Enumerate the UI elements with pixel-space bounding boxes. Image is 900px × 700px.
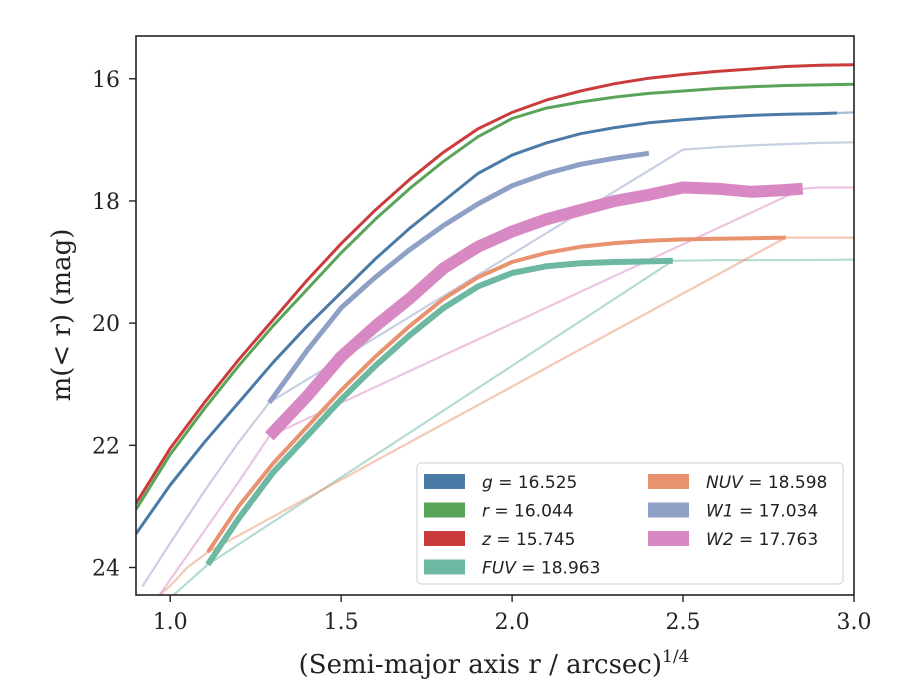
legend-swatch-nuv (648, 474, 689, 489)
x-tick-label: 3.0 (837, 610, 872, 635)
legend-swatch-fuv (424, 559, 465, 575)
x-axis: 1.0 1.5 2.0 2.5 3.0 (153, 595, 872, 635)
legend-label-w1: W1 = 17.034 (706, 502, 818, 522)
series-layer (136, 63, 854, 595)
legend-label-w2: W2 = 17.763 (706, 530, 818, 550)
legend-box (416, 462, 844, 585)
x-tick-label: 1.5 (324, 610, 359, 635)
series-faint-w2 (158, 186, 854, 595)
legend-label-r: r = 16.044 (482, 502, 574, 522)
legend-swatch-w1 (648, 502, 689, 518)
series-line-w1 (267, 150, 650, 405)
y-tick-label: 18 (92, 190, 120, 215)
series-line-r (136, 82, 854, 511)
series-line-g (136, 111, 837, 535)
y-axis-title: m(< r) (mag) (47, 229, 77, 402)
series-faint-w1 (141, 141, 854, 587)
x-tick-label: 2.0 (495, 610, 530, 635)
x-tick-label: 2.5 (666, 610, 701, 635)
legend-swatch-r (424, 502, 465, 518)
legend-swatch-g (424, 474, 465, 489)
legend-swatch-z (424, 531, 465, 546)
series-line-fuv (205, 257, 673, 567)
series-line-w2 (264, 181, 804, 441)
series-line-z (136, 63, 854, 505)
legend-label-fuv: FUV = 18.963 (482, 559, 600, 579)
y-tick-label: 16 (92, 68, 120, 93)
x-axis-title-superscript: 1/4 (662, 647, 689, 667)
legend-label-g: g = 16.525 (482, 473, 577, 493)
series-faint-fuv (172, 258, 854, 595)
x-axis-title: (Semi-major axis r / arcsec)1/4 (299, 647, 690, 680)
y-tick-label: 20 (92, 312, 120, 337)
y-tick-label: 24 (92, 557, 120, 582)
series-faint-g (835, 111, 854, 115)
x-tick-label: 1.0 (153, 610, 188, 635)
legend-label-nuv: NUV = 18.598 (706, 473, 827, 493)
legend-label-z: z = 15.745 (481, 530, 575, 550)
y-tick-label: 22 (92, 434, 120, 459)
legend-swatch-w2 (648, 531, 689, 546)
plot-frame (135, 35, 855, 596)
series-line-nuv (206, 235, 786, 554)
legend: g = 16.525 r = 16.044 z = 15.745 FUV = 18.9… (416, 462, 844, 585)
y-axis: 16 18 20 22 24 (92, 68, 136, 582)
